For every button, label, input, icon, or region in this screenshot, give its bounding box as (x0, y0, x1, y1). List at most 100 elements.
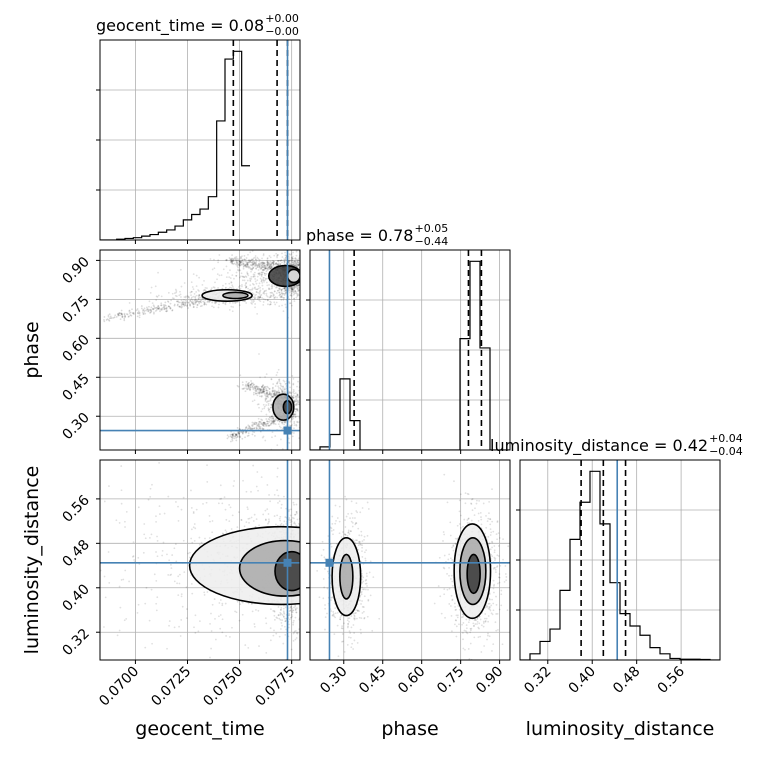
sample-point (251, 258, 254, 261)
sample-point (277, 391, 280, 393)
sample-point (303, 270, 305, 272)
sample-point (272, 390, 275, 393)
sample-point (195, 299, 198, 302)
sample-point (263, 272, 266, 275)
sample-point (271, 417, 274, 420)
sample-point (288, 255, 290, 258)
sample-point (185, 301, 188, 304)
sample-point (301, 270, 303, 272)
sample-point (336, 527, 338, 529)
sample-point (250, 427, 253, 430)
sample-point (321, 417, 323, 419)
sample-point (237, 431, 239, 434)
sample-point (249, 279, 252, 282)
sample-point (297, 401, 300, 403)
sample-point (279, 388, 282, 391)
sample-point (96, 538, 98, 540)
sample-point (169, 574, 172, 576)
sample-point (142, 309, 145, 312)
sample-point (256, 275, 259, 278)
sample-point (277, 289, 279, 292)
sample-point (189, 303, 191, 306)
sample-point (173, 292, 176, 295)
sample-point (306, 414, 308, 416)
sample-point (280, 389, 283, 391)
sample-point (265, 292, 268, 295)
sample-point (235, 271, 238, 274)
sample-point (307, 276, 309, 278)
sample-point (148, 305, 150, 308)
sample-point (192, 512, 195, 514)
sample-point (254, 387, 257, 390)
sample-point (239, 257, 242, 260)
sample-point (254, 286, 257, 289)
sample-point (255, 421, 258, 424)
sample-point (302, 396, 304, 398)
sample-point (292, 382, 295, 385)
contour-line (267, 264, 300, 288)
sample-point (253, 263, 256, 265)
sample-point (197, 300, 200, 303)
sample-point (171, 292, 174, 295)
sample-point (303, 282, 305, 284)
sample-point (97, 483, 99, 485)
sample-point (250, 602, 253, 605)
sample-point (245, 383, 247, 386)
sample-point (384, 573, 386, 575)
sample-point (306, 549, 308, 551)
sample-point (334, 287, 336, 289)
sample-point (180, 508, 183, 511)
sample-point (210, 287, 213, 290)
sample-point (217, 502, 220, 505)
sample-point (301, 581, 303, 583)
sample-point (305, 533, 307, 535)
sample-point (288, 614, 291, 617)
sample-point (279, 519, 282, 522)
sample-point (298, 294, 300, 297)
sample-point (287, 510, 290, 513)
sample-point (301, 282, 303, 284)
sample-point (187, 295, 190, 298)
sample-point (267, 264, 270, 266)
sample-point (235, 301, 238, 304)
sample-point (253, 260, 255, 263)
sample-point (312, 414, 314, 416)
sample-point (251, 263, 254, 266)
sample-point (237, 266, 240, 269)
sample-point (256, 423, 259, 426)
sample-point (246, 261, 249, 264)
sample-point (277, 263, 279, 266)
sample-point (301, 534, 303, 536)
sample-point (263, 391, 266, 394)
sample-point (247, 384, 250, 387)
sample-point (291, 289, 294, 292)
sample-point (302, 586, 304, 588)
sample-point (239, 603, 242, 606)
sample-point (267, 288, 270, 291)
sample-point (280, 507, 283, 509)
sample-point (290, 417, 293, 420)
sample-point (259, 376, 261, 379)
sample-point (253, 625, 256, 628)
sample-point (307, 272, 309, 274)
sample-point (280, 385, 283, 388)
sample-point (293, 297, 296, 300)
sample-point (265, 266, 268, 268)
sample-point (209, 520, 211, 523)
sample-point (303, 547, 305, 549)
sample-point (249, 384, 252, 386)
sample-point (192, 303, 195, 306)
sample-point (290, 419, 292, 422)
sample-point (231, 439, 234, 442)
sample-point (310, 280, 312, 282)
sample-point (273, 515, 276, 517)
sample-point (250, 383, 253, 386)
sample-point (150, 310, 153, 313)
sample-point (282, 616, 285, 618)
sample-point (301, 410, 303, 412)
sample-point (277, 262, 280, 265)
sample-point (255, 385, 258, 388)
sample-point (261, 273, 264, 276)
sample-point (313, 282, 315, 284)
